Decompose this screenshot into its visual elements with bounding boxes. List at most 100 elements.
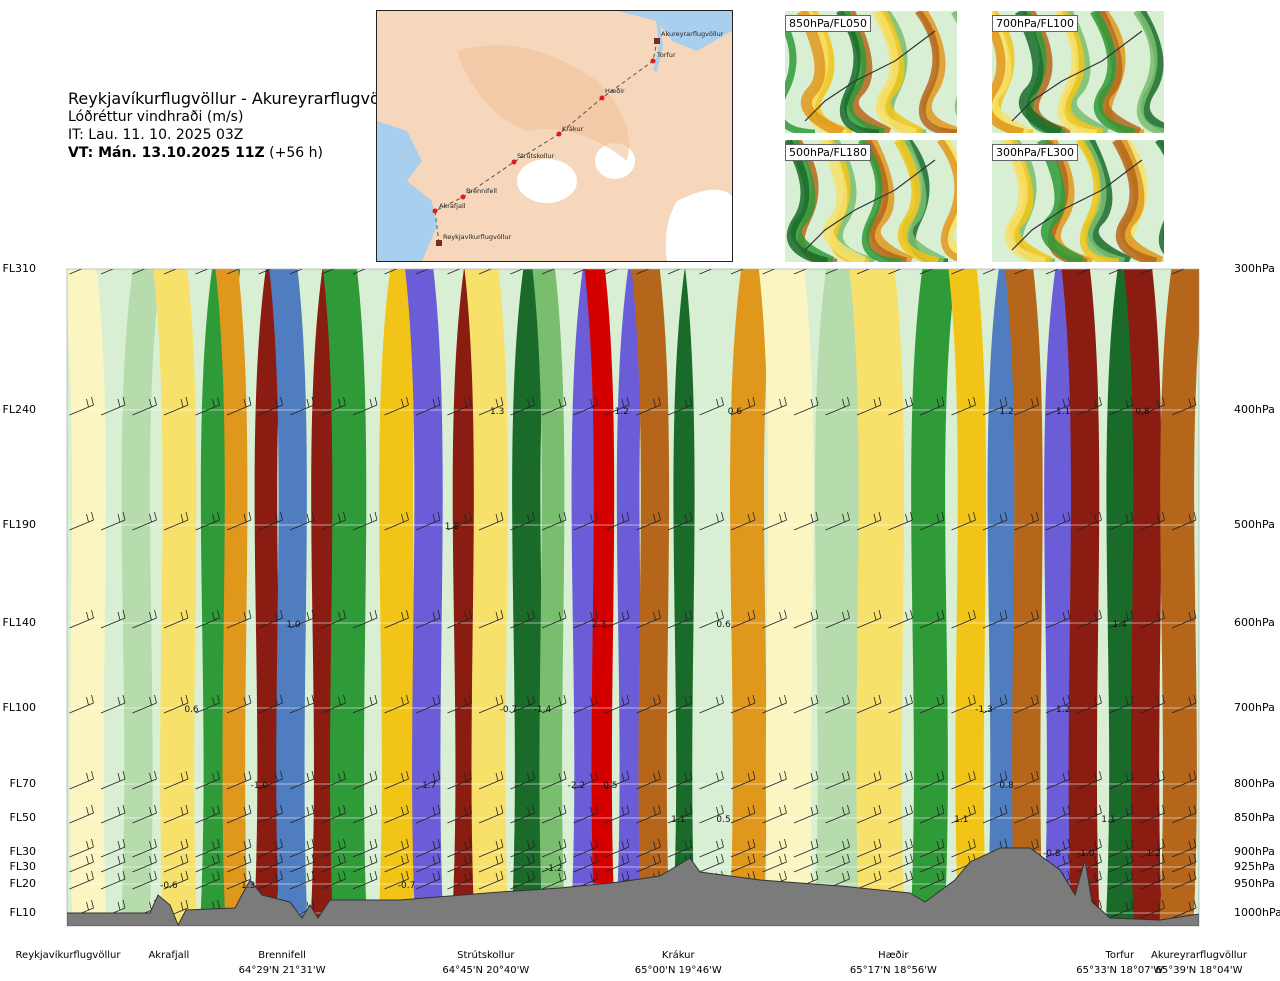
wind-barb	[762, 609, 787, 629]
wind-barb	[793, 694, 819, 714]
wind-barb	[730, 770, 756, 790]
chart-title-block: Reykjavíkurflugvöllur - Akureyrarflugvöl…	[68, 90, 405, 162]
level-thumbnail[interactable]: 500hPa/FL180	[785, 140, 957, 262]
wind-barb	[38, 900, 62, 918]
waypoint-name: Strútskollur	[457, 950, 515, 961]
wind-barb	[447, 396, 472, 416]
velocity-band	[215, 269, 249, 926]
wind-barb	[38, 397, 62, 415]
wind-barb	[730, 511, 756, 531]
valid-time-offset: (+56 h)	[264, 145, 323, 161]
map-point-label: Torfur	[656, 51, 676, 59]
wind-barb	[699, 396, 724, 416]
waypoint-coordinates: 65°39'N 18°04'W	[1155, 965, 1243, 976]
cross-section-chart: 1.3 1.2 0.6 1.2 1.1 0.8 1.8 1.0 2.3 0.6 1.4 0.6 -0.7…	[38, 268, 1200, 927]
velocity-band	[1123, 269, 1163, 926]
route-title: Reykjavíkurflugvöllur - Akureyrarflugvöl…	[68, 89, 406, 108]
wind-barb	[856, 853, 882, 873]
wind-barb	[699, 511, 724, 531]
wind-barb	[258, 511, 283, 531]
wind-barb	[573, 609, 598, 629]
map-glacier-vatnajokull	[665, 189, 732, 261]
wind-barb	[289, 770, 315, 790]
wind-barb	[1140, 511, 1165, 531]
wind-barb	[100, 853, 126, 873]
level-thumbnail[interactable]: 300hPa/FL300	[992, 140, 1164, 262]
wind-barb	[1108, 870, 1134, 890]
wind-barb	[226, 694, 252, 714]
wind-barb	[982, 770, 1008, 790]
wind-barb	[919, 609, 945, 629]
wind-barb	[604, 770, 630, 790]
contour-value-label: -1.2	[545, 864, 563, 874]
wind-barb	[1108, 609, 1134, 629]
thumbnail-stripe	[1015, 11, 1063, 133]
wind-barb	[888, 269, 902, 275]
wind-barb	[38, 805, 62, 823]
wind-barb	[1045, 396, 1071, 416]
wind-barb	[478, 396, 504, 416]
thumbnail-stripe	[797, 11, 845, 133]
wind-barb	[919, 396, 945, 416]
level-thumbnail[interactable]: 700hPa/FL100	[992, 11, 1164, 133]
wind-barb	[478, 853, 504, 873]
plot-area: 1.3 1.2 0.6 1.2 1.1 0.8 1.8 1.0 2.3 0.6 1.4 0.6 -0.7…	[38, 269, 1199, 926]
map-route-line	[434, 40, 658, 244]
flight-level-label: FL20	[9, 877, 36, 890]
wind-barb	[510, 396, 535, 416]
wind-barb	[667, 694, 693, 714]
wind-barb	[1140, 804, 1165, 824]
wind-barb	[258, 694, 283, 714]
wind-barb	[1108, 269, 1123, 275]
wind-barb	[258, 609, 283, 629]
level-thumbnail[interactable]: 850hPa/FL050	[785, 11, 957, 133]
wind-barb	[384, 396, 409, 416]
wind-barb	[352, 804, 378, 824]
wind-barb	[163, 770, 189, 790]
wind-barb	[321, 396, 346, 416]
wind-barb	[258, 269, 272, 275]
wind-barb	[226, 804, 252, 824]
wind-barb	[478, 838, 504, 858]
wind-barb	[132, 609, 157, 629]
contour-value-label: -0.6	[160, 881, 178, 891]
map-point-label: Krákur	[562, 125, 584, 133]
wind-barb	[1077, 838, 1102, 858]
wind-barb	[856, 870, 882, 890]
wind-barb	[289, 853, 315, 873]
map-airport-marker	[436, 240, 442, 246]
waypoint-coordinates: 65°33'N 18°07'W	[1076, 965, 1164, 976]
wind-barb	[856, 838, 882, 858]
wind-barb	[636, 853, 661, 873]
map-point-label: Reykjavíkurflugvöllur	[443, 233, 512, 241]
wind-barb	[258, 838, 283, 858]
wind-barb	[510, 838, 535, 858]
velocity-band	[1159, 269, 1199, 926]
wind-barb	[541, 396, 567, 416]
pressure-level-label: 925hPa	[1234, 860, 1275, 873]
wind-barb	[856, 694, 882, 714]
wind-barb	[415, 853, 441, 873]
wind-barb	[195, 853, 220, 873]
wind-barb	[1014, 804, 1039, 824]
wind-barb	[982, 804, 1008, 824]
wind-barb	[856, 269, 871, 275]
wind-barb	[982, 511, 1008, 531]
contour-value-label: 2.3	[592, 620, 606, 630]
wind-barb	[541, 804, 567, 824]
map-sea-north	[617, 11, 732, 51]
wind-barb	[226, 853, 252, 873]
map-waypoint-marker	[432, 208, 438, 214]
contour-value-label: -0.8	[1043, 849, 1061, 859]
thumbnail-stripe	[1001, 140, 1047, 262]
waypoint-name: Torfur	[1105, 950, 1135, 961]
wind-barb	[510, 609, 535, 629]
wind-barb	[1140, 609, 1165, 629]
wind-barb	[289, 511, 315, 531]
wind-barb	[1140, 899, 1165, 919]
thumbnail-stripe	[858, 140, 902, 262]
wind-barb	[825, 770, 850, 790]
wind-barb	[321, 511, 346, 531]
map-point-label: Brennifell	[466, 187, 497, 195]
wind-barb	[699, 804, 724, 824]
